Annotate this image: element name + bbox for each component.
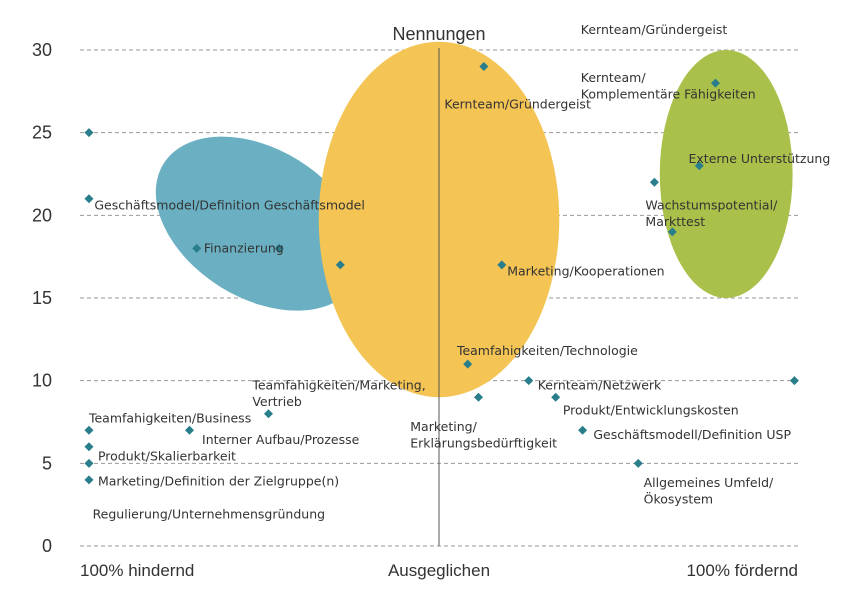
point-annotation: Finanzierung xyxy=(204,240,284,255)
data-point-marker xyxy=(335,260,345,270)
point-annotation: Geschäftsmodell/Definition USP xyxy=(593,427,791,442)
data-point-marker xyxy=(263,409,273,419)
point-annotation: Interner Aufbau/Prozesse xyxy=(202,432,360,447)
point-annotation: Marketing/ xyxy=(410,419,477,434)
data-point-marker xyxy=(479,62,489,72)
data-point-marker xyxy=(694,161,704,171)
y-tick-label: 25 xyxy=(32,123,52,143)
data-point-marker xyxy=(789,376,799,386)
y-tick-label: 10 xyxy=(32,371,52,391)
data-point-marker xyxy=(84,458,94,468)
cluster-ellipse xyxy=(659,50,793,298)
data-point-marker xyxy=(84,442,94,452)
point-annotation: Marketing/Definition der Zielgruppe(n) xyxy=(98,474,339,489)
point-annotation: Teamfahigkeiten/Technologie xyxy=(456,343,638,358)
data-points xyxy=(84,62,799,485)
y-tick-label: 30 xyxy=(32,40,52,60)
point-annotation: Kernteam/Gründergeist xyxy=(444,97,591,112)
point-annotation: Produkt/Skalierbarkeit xyxy=(98,449,236,464)
data-point-marker xyxy=(84,425,94,435)
data-point-marker xyxy=(633,458,643,468)
data-point-marker xyxy=(84,194,94,204)
point-annotation: Ökosystem xyxy=(644,491,713,507)
point-annotation: Marketing/Kooperationen xyxy=(507,264,664,279)
x-axis-label: 100% hindernd xyxy=(80,561,194,580)
point-annotation: Produkt/Entwicklungskosten xyxy=(563,402,739,417)
y-tick-label: 15 xyxy=(32,288,52,308)
data-point-marker xyxy=(551,392,561,402)
x-axis-label: Ausgeglichen xyxy=(388,561,490,580)
point-annotation: Kernteam/Gründergeist xyxy=(581,22,728,37)
chart-title: Nennungen xyxy=(392,24,485,44)
data-point-marker xyxy=(84,128,94,138)
point-annotations: Kernteam/Gründergeist Kernteam/Komplement… xyxy=(88,22,830,521)
point-annotation: Teamfahigkeiten/Marketing, xyxy=(251,378,425,393)
data-point-marker xyxy=(184,425,194,435)
data-point-marker xyxy=(84,475,94,485)
cluster-ellipse xyxy=(155,136,364,311)
point-annotation: Regulierung/Unternehmensgründung xyxy=(93,507,326,522)
data-point-marker xyxy=(497,260,507,270)
y-tick-label: 5 xyxy=(42,453,52,473)
y-axis-ticks: 0 5 10 15 20 25 30 xyxy=(32,40,52,556)
y-tick-label: 0 xyxy=(42,536,52,556)
point-annotation: Komplementäre Fähigkeiten xyxy=(581,87,756,102)
point-annotation: Erklärungsbedürftigkeit xyxy=(410,435,557,450)
point-annotation: Teamfahigkeiten/Business xyxy=(88,411,251,426)
data-point-marker xyxy=(578,425,588,435)
y-tick-label: 20 xyxy=(32,205,52,225)
x-axis-labels: 100% hindernd Ausgeglichen 100% fördernd xyxy=(80,561,798,580)
data-point-marker xyxy=(192,243,202,253)
point-annotation: Allgemeines Umfeld/ xyxy=(644,475,774,490)
point-annotation: Wachstumspotential/ xyxy=(645,197,778,212)
data-point-marker xyxy=(463,359,473,369)
data-point-marker xyxy=(473,392,483,402)
point-annotation: Kernteam/ xyxy=(581,70,647,85)
data-point-marker xyxy=(274,243,284,253)
point-annotation: Kernteam/Netzwerk xyxy=(538,378,662,393)
point-annotation: Geschäftsmodel/Definition Geschäftsmodel xyxy=(94,197,364,212)
data-point-marker xyxy=(649,177,659,187)
x-axis-label: 100% fördernd xyxy=(686,561,798,580)
data-point-marker xyxy=(710,78,720,88)
point-annotation: Markttest xyxy=(645,214,705,229)
point-annotation: Vertrieb xyxy=(252,394,302,409)
data-point-marker xyxy=(524,376,534,386)
data-point-marker xyxy=(667,227,677,237)
point-annotation: Externe Unterstützung xyxy=(689,151,831,166)
